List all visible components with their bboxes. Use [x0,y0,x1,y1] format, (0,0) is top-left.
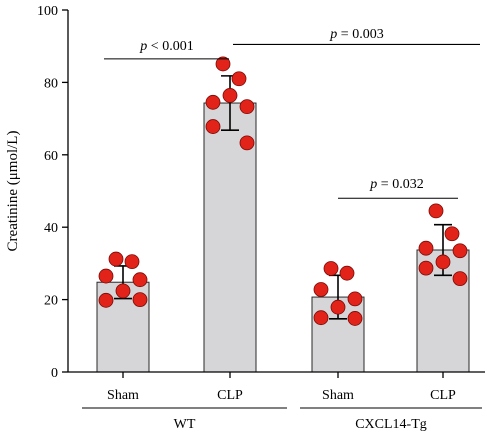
data-point-1-2 [205,94,221,110]
y-axis-label: Creatinine (μmol/L) [5,131,21,252]
data-point-2-5 [313,310,329,326]
data-point-3-3 [452,243,468,259]
significance-p-symbol-0: p [139,39,147,54]
significance-p-symbol-2: p [369,177,377,192]
data-point-3-5 [418,260,434,276]
data-point-0-6 [132,292,148,308]
y-tick-label-2: 40 [44,221,58,236]
significance-value-2: = 0.032 [377,177,423,192]
data-point-0-0 [108,251,124,267]
data-point-2-0 [323,261,339,276]
data-point-0-4 [115,283,131,299]
data-point-2-6 [347,311,363,326]
data-point-3-4 [435,254,451,270]
y-tick-label-5: 100 [37,4,58,19]
significance-label-2: p = 0.032 [369,177,423,192]
data-point-0-1 [124,254,140,269]
y-tick-label-3: 60 [44,149,58,164]
data-point-1-3 [239,99,255,115]
data-point-1-1 [231,71,247,87]
data-point-3-6 [452,271,468,287]
data-point-2-3 [347,291,363,307]
x-labels-layer: Sham CLP Sham CLP WT CXCL14-Tg [82,372,482,432]
significance-value-0: < 0.001 [147,39,193,54]
significance-p-symbol-1: p [329,27,337,42]
data-point-3-0 [428,203,444,219]
data-point-1-5 [205,119,221,134]
y-tick-label-1: 20 [44,294,58,309]
group-label-1: CXCL14-Tg [355,417,427,432]
significance-label-1: p = 0.003 [329,27,383,42]
y-tick-label-0: 0 [51,366,58,381]
data-point-0-5 [98,292,114,308]
data-point-3-2 [418,240,434,256]
data-point-3-1 [444,226,460,242]
data-points-layer [98,56,468,326]
data-point-1-6 [239,135,255,151]
group-label-0: WT [174,417,196,432]
data-point-2-2 [313,282,329,297]
y-ticks-layer: 0 20 40 60 80 100 [37,4,68,381]
data-point-0-2 [98,268,114,284]
data-point-2-4 [330,299,346,315]
data-point-1-4 [222,88,238,103]
significance-value-1: = 0.003 [337,27,383,42]
data-point-2-1 [339,265,355,281]
significance-label-0: p < 0.001 [139,39,193,54]
x-category-label-1: CLP [217,388,243,403]
y-tick-label-4: 80 [44,76,58,91]
error-bars-layer [114,75,452,320]
axes-layer [67,10,485,373]
x-category-label-2: Sham [322,388,354,403]
bars-layer [96,102,470,373]
x-category-label-0: Sham [107,388,139,403]
data-point-0-3 [132,272,148,288]
data-point-1-0 [215,56,231,72]
x-category-label-3: CLP [430,388,456,403]
